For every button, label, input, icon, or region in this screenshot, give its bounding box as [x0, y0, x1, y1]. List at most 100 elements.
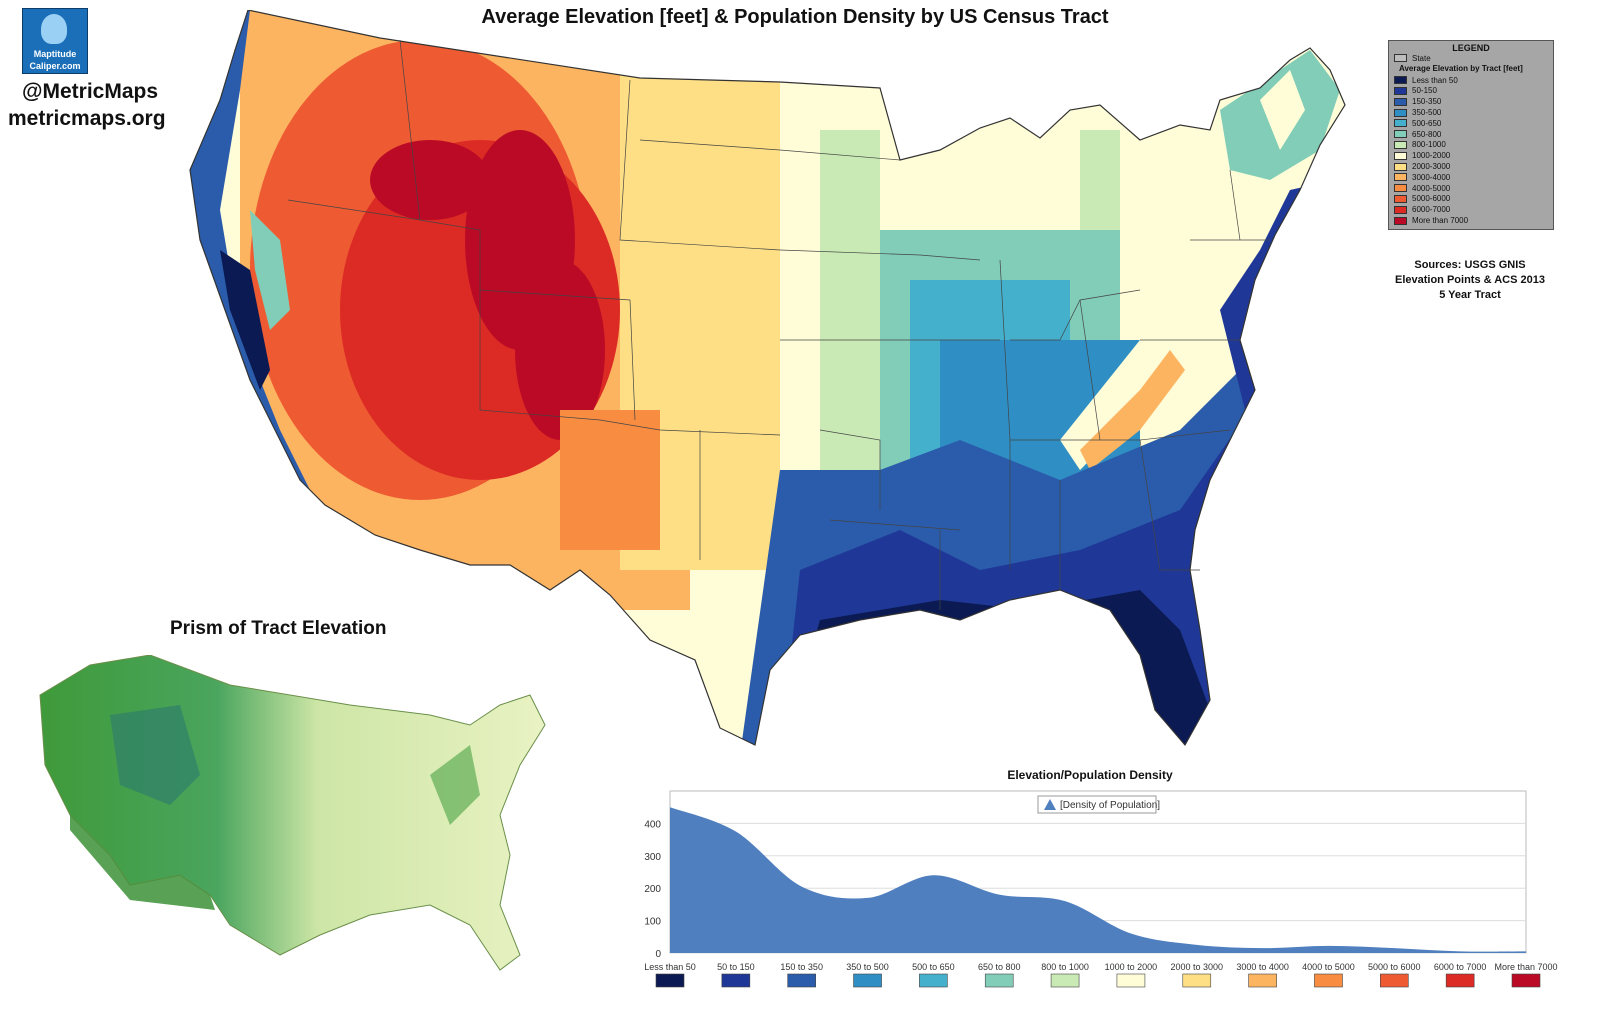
x-tick-label: 350 to 500 [846, 962, 889, 972]
maptitude-logo: Maptitude Caliper.com [22, 8, 88, 74]
x-tick-label: 150 to 350 [780, 962, 823, 972]
legend-class-label: 650-800 [1412, 129, 1442, 139]
sources-line3: 5 Year Tract [1439, 289, 1501, 301]
legend-swatch [1394, 119, 1407, 128]
sources-line1: Sources: USGS GNIS [1414, 259, 1526, 271]
legend-heading: LEGEND [1452, 43, 1490, 53]
legend-class-label: 500-650 [1412, 118, 1442, 128]
category-swatch [1248, 973, 1277, 988]
x-tick-label: Less than 50 [644, 962, 696, 972]
elevation-map [189, 10, 1346, 747]
category-swatch [721, 973, 751, 988]
region-less-than-50 [780, 590, 1345, 745]
legend-class: 2000-3000 [1389, 161, 1553, 172]
website-link[interactable]: metricmaps.org [8, 107, 166, 130]
legend-class-label: 800-1000 [1412, 140, 1446, 150]
logo-line1: Maptitude [33, 49, 77, 59]
legend-class: 150-350 [1389, 96, 1553, 107]
y-tick-label: 0 [655, 949, 661, 960]
prism-shape [39, 655, 546, 971]
legend-class-label: 150-350 [1412, 97, 1442, 107]
category-swatch [1314, 973, 1343, 988]
category-swatch [1182, 973, 1212, 988]
legend-class: 4000-5000 [1389, 183, 1553, 194]
x-tick-label: 50 to 150 [717, 962, 755, 972]
legend-class: 50-150 [1389, 86, 1553, 97]
legend-class: 500-650 [1389, 118, 1553, 129]
category-swatch [1445, 973, 1475, 988]
legend-class: 3000-4000 [1389, 172, 1553, 183]
legend-class-label: 350-500 [1412, 108, 1442, 118]
y-tick-label: 400 [644, 819, 661, 830]
y-tick-label: 100 [644, 917, 661, 928]
head-icon [41, 14, 67, 44]
x-tick-label: More than 7000 [1494, 962, 1557, 972]
legend-class-label: Less than 50 [1412, 75, 1458, 85]
legend-class: 350-500 [1389, 107, 1553, 118]
legend-class-label: 4000-5000 [1412, 183, 1451, 193]
legend-swatch [1394, 97, 1407, 106]
x-tick-label: 3000 to 4000 [1236, 962, 1289, 972]
category-swatch [1116, 973, 1146, 988]
state-swatch [1394, 54, 1407, 63]
legend-class: 6000-7000 [1389, 204, 1553, 215]
y-tick-label: 200 [644, 884, 661, 895]
legend-swatch [1394, 130, 1407, 139]
legend-classes: Less than 50 50-150 150-350 350-500 500-650 6… [1389, 75, 1553, 226]
legend-swatch [1394, 140, 1407, 149]
legend-class: 650-800 [1389, 129, 1553, 140]
legend-state: State [1389, 53, 1553, 64]
x-tick-label: 1000 to 2000 [1105, 962, 1158, 972]
category-swatch [984, 973, 1014, 988]
x-tick-label: 650 to 800 [978, 962, 1021, 972]
category-swatch [853, 973, 882, 988]
y-tick-label: 300 [644, 852, 661, 863]
y-tick-labels: 0 100 200 300 400 [644, 819, 661, 960]
legend-class-label: 3000-4000 [1412, 172, 1451, 182]
legend-class-label: 50-150 [1412, 86, 1437, 96]
legend-class-label: 6000-7000 [1412, 205, 1451, 215]
twitter-handle[interactable]: @MetricMaps [22, 80, 159, 103]
prism-title: Prism of Tract Elevation [170, 618, 387, 639]
chart-title: Elevation/Population Density [1007, 768, 1173, 782]
x-tick-labels: Less than 50 50 to 150 150 to 350 350 to 50… [644, 962, 1557, 972]
category-swatch [919, 973, 948, 988]
x-tick-label: 500 to 650 [912, 962, 955, 972]
x-tick-label: 2000 to 3000 [1170, 962, 1223, 972]
legend-swatch [1394, 76, 1407, 85]
sources-line2: Elevation Points & ACS 2013 [1395, 274, 1545, 286]
chart-legend: [Density of Population] [1037, 795, 1160, 814]
map-legend: LEGEND State Average Elevation by Tract … [1388, 40, 1554, 230]
x-tick-label: 800 to 1000 [1041, 962, 1089, 972]
us-outline [189, 10, 1346, 747]
legend-swatch [1394, 194, 1407, 203]
category-swatch [1050, 973, 1080, 988]
legend-swatch [1394, 86, 1407, 95]
legend-class-label: More than 7000 [1412, 216, 1469, 226]
legend-class: More than 7000 [1389, 215, 1553, 226]
legend-class: 800-1000 [1389, 140, 1553, 151]
sources-note: Sources: USGS GNIS Elevation Points & AC… [1380, 258, 1560, 303]
legend-class: 1000-2000 [1389, 150, 1553, 161]
legend-swatch [1394, 173, 1407, 182]
density-area [670, 807, 1526, 953]
prism-map [39, 655, 546, 971]
x-tick-label: 6000 to 7000 [1434, 962, 1487, 972]
page-title: Average Elevation [feet] & Population De… [481, 6, 1109, 28]
triangle-icon [1044, 799, 1056, 810]
chart-legend-label: [Density of Population] [1060, 800, 1160, 811]
x-tick-label: 5000 to 6000 [1368, 962, 1421, 972]
legend-swatch [1394, 162, 1407, 171]
legend-class-label: 5000-6000 [1412, 194, 1451, 204]
legend-swatch [1394, 151, 1407, 160]
legend-state-label: State [1412, 53, 1431, 63]
legend-class-label: 1000-2000 [1412, 151, 1451, 161]
category-swatch [787, 973, 816, 988]
legend-class-label: 2000-3000 [1412, 162, 1451, 172]
legend-swatch [1394, 205, 1407, 214]
category-swatches [655, 973, 1541, 988]
legend-swatch [1394, 184, 1407, 193]
density-chart: 0 100 200 300 400 [Density of Population] Le… [644, 790, 1558, 988]
chart-legend-box [1037, 795, 1157, 814]
legend-subtitle: Average Elevation by Tract [feet] [1399, 63, 1523, 73]
